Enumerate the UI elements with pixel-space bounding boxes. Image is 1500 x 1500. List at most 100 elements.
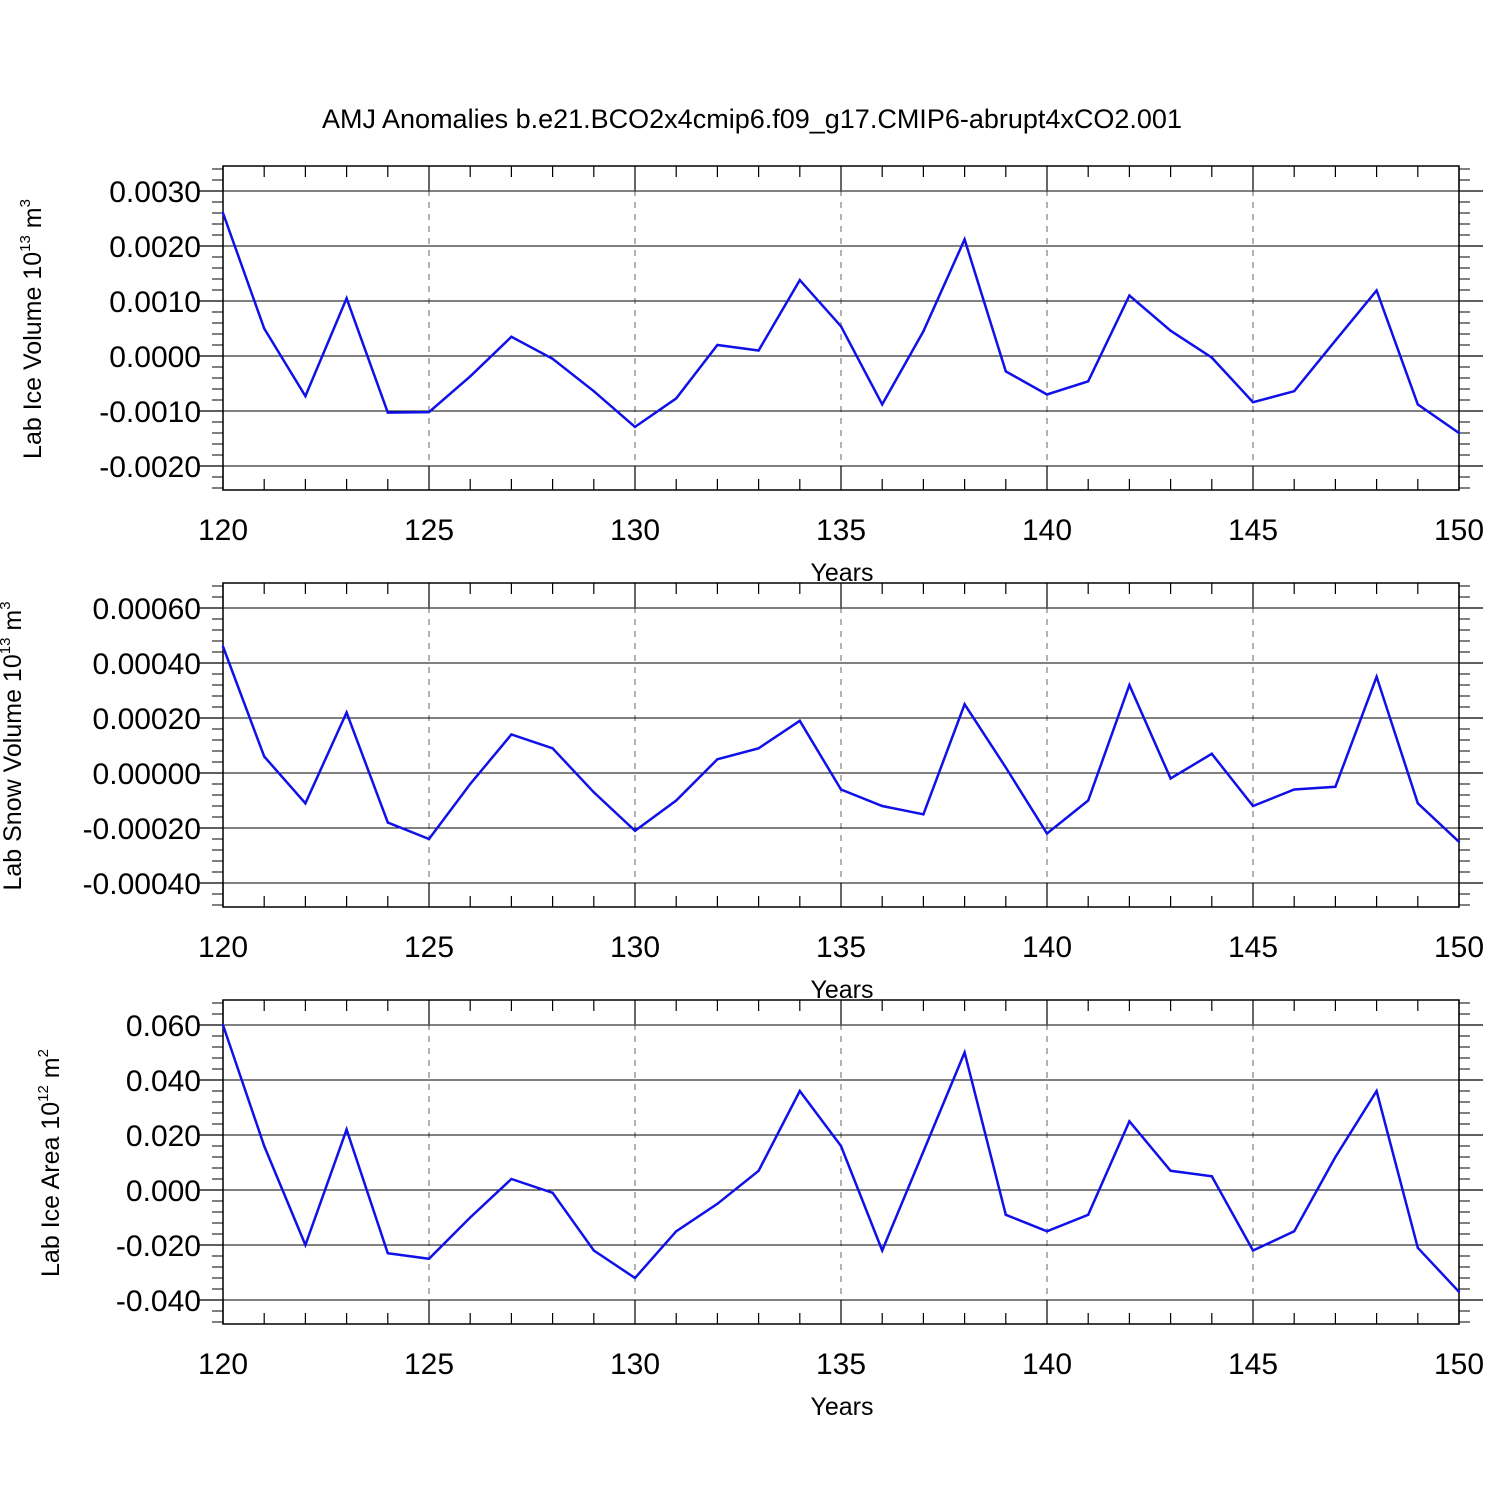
data-point — [963, 238, 966, 241]
data-point — [345, 1128, 348, 1131]
y-axis-label: Lab Snow Volume 1013 m3 — [0, 601, 27, 890]
data-point — [757, 747, 760, 750]
data-point — [1457, 1290, 1461, 1293]
y-tick-label: 0.020 — [126, 1120, 201, 1153]
x-tick-label: 150 — [1434, 931, 1484, 964]
y-tick-label: -0.020 — [116, 1230, 201, 1263]
y-axis-label-main: Lab Ice Area 10 — [37, 1102, 65, 1277]
data-point — [304, 1243, 307, 1247]
panel-1: -0.0020 -0.0010 0.0000 0.0010 0.0020 0.0030 12… — [17, 165, 1484, 587]
data-point — [386, 411, 389, 414]
x-tick-label: 130 — [610, 931, 660, 964]
data-point — [675, 799, 678, 802]
data-point — [1087, 380, 1090, 383]
data-point — [1375, 675, 1378, 678]
data-point — [427, 410, 431, 414]
data-point — [757, 349, 760, 352]
y-axis-label-exponent: 12 — [35, 1085, 52, 1102]
y-tick-label: -0.00020 — [83, 813, 201, 846]
data-point — [716, 758, 719, 761]
x-tick-label: 125 — [404, 1348, 454, 1381]
y-tick-label: -0.040 — [116, 1285, 201, 1318]
data-point — [1128, 294, 1131, 297]
data-point — [345, 711, 348, 714]
data-point — [1045, 393, 1049, 396]
data-point — [469, 782, 472, 786]
x-tick-label: 130 — [610, 1348, 660, 1381]
x-tick-label: 120 — [198, 514, 248, 547]
x-tick-label: 130 — [610, 514, 660, 547]
data-point — [633, 1276, 637, 1280]
data-point — [675, 1230, 678, 1233]
data-point — [922, 1150, 925, 1153]
data-point — [1293, 390, 1296, 393]
data-point — [1128, 683, 1131, 687]
y-tick-label: 0.00060 — [93, 593, 201, 626]
y-tick-label: 0.040 — [126, 1065, 201, 1098]
data-point — [386, 821, 389, 824]
y-axis-label-unit: m — [0, 610, 27, 638]
data-point — [1045, 1230, 1049, 1233]
data-point — [1293, 1230, 1296, 1233]
data-point — [1334, 785, 1337, 788]
data-point — [881, 1249, 884, 1252]
data-point — [798, 719, 801, 722]
data-point — [1375, 1089, 1378, 1093]
data-point — [221, 1023, 225, 1027]
data-point — [263, 1144, 266, 1148]
y-axis-label-main: Lab Ice Volume 10 — [19, 252, 47, 459]
data-point — [922, 813, 925, 816]
data-point — [1251, 804, 1255, 808]
data-point — [675, 397, 678, 400]
data-point — [551, 1191, 554, 1194]
data-point — [1087, 799, 1090, 802]
data-point — [716, 343, 719, 347]
y-axis-label-exponent: 13 — [17, 235, 34, 252]
data-point — [1416, 802, 1420, 805]
data-point — [922, 330, 925, 333]
y-axis-label-unit-exponent: 2 — [35, 1049, 52, 1057]
data-point — [798, 1089, 801, 1093]
data-point — [757, 1169, 760, 1172]
chart-title: AMJ Anomalies b.e21.BCO2x4cmip6.f09_g17.… — [322, 104, 1182, 134]
x-tick-label: 140 — [1022, 1348, 1072, 1381]
x-tick-label: 145 — [1228, 514, 1278, 547]
data-point — [1293, 788, 1296, 791]
data-point — [1457, 431, 1461, 435]
data-point — [1087, 1213, 1090, 1216]
data-point — [592, 390, 595, 393]
x-tick-label: 120 — [198, 1348, 248, 1381]
data-point — [304, 802, 307, 805]
data-point — [1210, 356, 1214, 359]
data-point — [469, 1216, 472, 1219]
panel-3: -0.040 -0.020 0.000 0.020 0.040 0.060 120 125 13… — [35, 999, 1484, 1421]
data-point — [1169, 1169, 1172, 1172]
y-tick-label: -0.0020 — [99, 451, 201, 484]
y-tick-label: 0.000 — [126, 1175, 201, 1208]
data-point — [221, 645, 225, 648]
data-point — [633, 829, 637, 832]
data-point — [1210, 752, 1214, 755]
data-point — [263, 755, 266, 758]
data-point — [963, 703, 966, 706]
data-point — [1375, 289, 1378, 292]
data-point — [1004, 766, 1007, 769]
data-point — [1416, 1246, 1420, 1249]
data-point — [469, 375, 472, 378]
x-tick-label: 145 — [1228, 931, 1278, 964]
data-point — [510, 1177, 513, 1181]
y-axis-label: Lab Ice Area 1012 m2 — [35, 1049, 65, 1277]
y-axis-label-unit: m — [37, 1057, 65, 1085]
data-point — [881, 403, 884, 406]
x-tick-label: 140 — [1022, 514, 1072, 547]
x-tick-label: 120 — [198, 931, 248, 964]
x-tick-label: 140 — [1022, 931, 1072, 964]
data-point — [427, 1257, 431, 1260]
data-point — [1210, 1175, 1214, 1178]
data-point — [1251, 401, 1255, 404]
data-point — [1334, 1155, 1337, 1159]
y-tick-label: -0.00040 — [83, 868, 201, 901]
panel-2: -0.00040 -0.00020 0.00000 0.00020 0.00040 0.0… — [0, 582, 1484, 1004]
data-point — [510, 733, 513, 736]
data-point — [1334, 339, 1337, 342]
